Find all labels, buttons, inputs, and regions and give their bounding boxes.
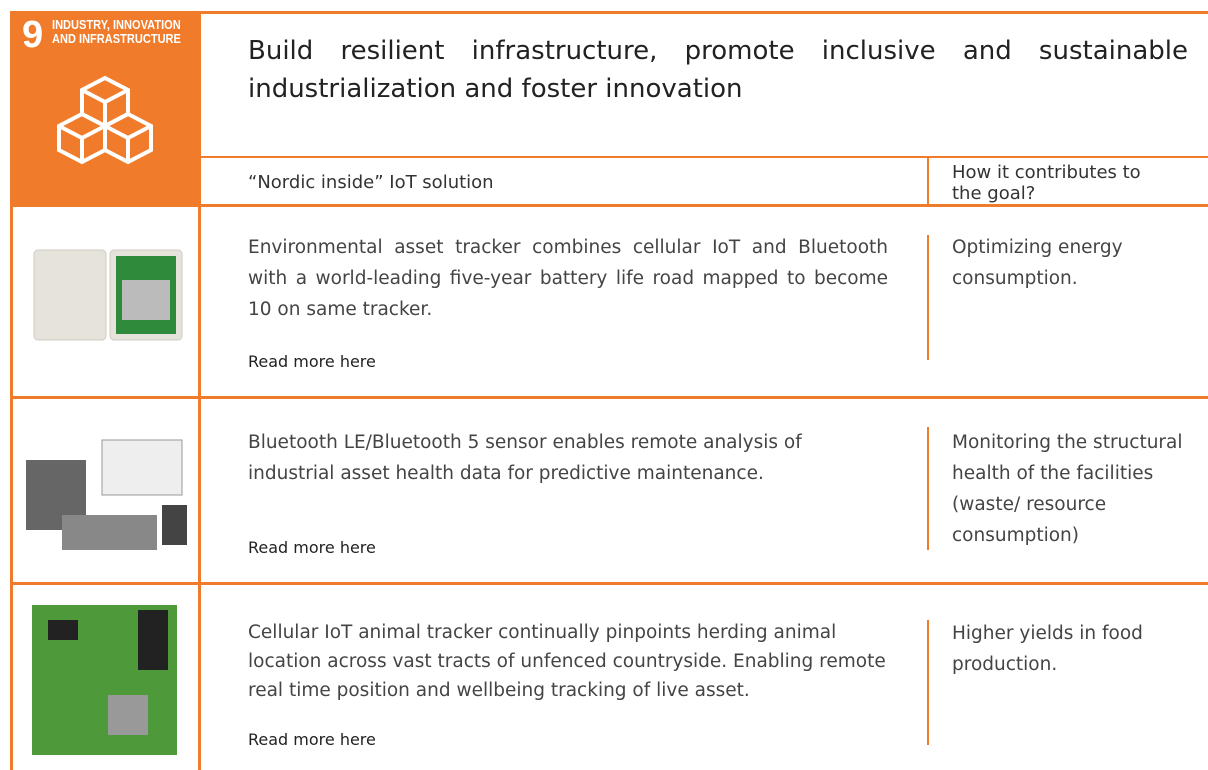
column-header: How it contributes to the goal? [952,162,1141,204]
border [10,11,1208,14]
read-more-link[interactable]: Read more here [248,538,376,557]
goal-label: INDUSTRY, INNOVATION AND INFRASTRUCTURE [52,18,181,46]
border [10,204,1208,207]
column-header: “Nordic inside” IoT solution [248,172,494,193]
cube-icon [57,75,153,165]
goal-label-line: INDUSTRY, INNOVATION [52,17,181,32]
contribution: Optimizing energy consumption. [952,237,1123,289]
divider [927,235,929,360]
title: Build resilient infrastructure, promote … [248,36,1188,104]
border [200,156,1208,158]
contribution: Higher yields in food production. [952,623,1143,675]
border [10,582,1208,585]
read-more-link[interactable]: Read more here [248,352,376,371]
description: Environmental asset tracker combines cel… [248,237,888,320]
border [10,11,13,770]
description: Bluetooth LE/Bluetooth 5 sensor enables … [248,432,802,484]
product-image [26,439,187,550]
border [10,396,1208,399]
goal-tile: 9 INDUSTRY, INNOVATION AND INFRASTRUCTUR… [10,12,200,205]
border [927,156,929,206]
product-image [33,249,183,341]
read-more-link[interactable]: Read more here [248,730,376,749]
divider [927,620,929,745]
description: Cellular IoT animal tracker continually … [248,622,886,701]
product-image [32,605,177,755]
goal-label-line: AND INFRASTRUCTURE [52,31,181,46]
goal-number: 9 [22,14,44,56]
divider [927,427,929,550]
contribution: Monitoring the structural health of the … [952,432,1183,546]
border [198,11,201,770]
